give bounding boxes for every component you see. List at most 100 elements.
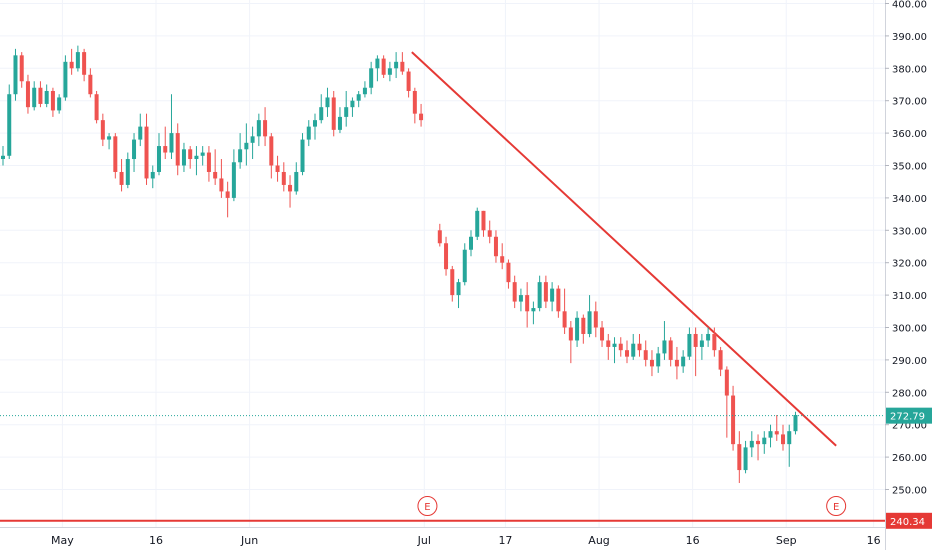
candle[interactable]	[294, 162, 299, 195]
candle[interactable]	[75, 45, 80, 72]
candle[interactable]	[337, 107, 342, 134]
candle[interactable]	[100, 113, 105, 147]
candle[interactable]	[1, 146, 5, 166]
candle[interactable]	[550, 282, 555, 312]
candle[interactable]	[13, 48, 18, 101]
candle[interactable]	[537, 275, 542, 312]
candle[interactable]	[768, 424, 773, 448]
candle[interactable]	[712, 327, 717, 357]
candle[interactable]	[188, 146, 193, 169]
candle[interactable]	[581, 314, 586, 344]
earnings-marker[interactable]: E	[417, 496, 438, 516]
candle[interactable]	[681, 350, 686, 373]
candle[interactable]	[600, 321, 605, 347]
candle[interactable]	[113, 133, 118, 179]
candle[interactable]	[319, 94, 324, 124]
candle[interactable]	[749, 431, 754, 458]
candle[interactable]	[88, 68, 93, 98]
candle[interactable]	[756, 434, 761, 461]
candle[interactable]	[618, 337, 623, 357]
candle[interactable]	[437, 223, 442, 247]
candle[interactable]	[387, 61, 392, 82]
candle[interactable]	[194, 146, 199, 176]
candle[interactable]	[269, 133, 274, 179]
candle[interactable]	[662, 321, 667, 360]
candle[interactable]	[631, 333, 636, 360]
candle[interactable]	[306, 120, 311, 147]
candle[interactable]	[512, 275, 517, 309]
candle[interactable]	[450, 265, 455, 302]
candle[interactable]	[175, 123, 180, 176]
candle[interactable]	[475, 207, 480, 241]
candle[interactable]	[331, 90, 336, 137]
candle[interactable]	[19, 52, 24, 88]
candle[interactable]	[313, 113, 317, 140]
candle[interactable]	[456, 278, 461, 309]
candle[interactable]	[718, 346, 723, 377]
candle[interactable]	[350, 97, 355, 117]
candle[interactable]	[643, 340, 648, 367]
candle[interactable]	[637, 333, 642, 357]
time-axis[interactable]: May16JunJul17Aug16Sep16Oct16Nov	[0, 527, 932, 550]
candle[interactable]	[300, 133, 305, 176]
candle[interactable]	[518, 288, 523, 312]
candle[interactable]	[50, 87, 55, 117]
candle[interactable]	[157, 133, 161, 176]
candle[interactable]	[57, 94, 62, 114]
candle[interactable]	[238, 133, 243, 169]
candle[interactable]	[687, 327, 692, 360]
candle[interactable]	[625, 340, 629, 364]
candle[interactable]	[63, 55, 68, 101]
candle[interactable]	[275, 155, 280, 182]
candle[interactable]	[531, 301, 536, 325]
candle[interactable]	[406, 68, 411, 98]
candle[interactable]	[481, 210, 486, 237]
candle[interactable]	[737, 431, 742, 484]
candle[interactable]	[375, 55, 380, 82]
candle[interactable]	[362, 81, 367, 98]
candle[interactable]	[225, 181, 230, 218]
candle[interactable]	[38, 81, 43, 108]
candle[interactable]	[169, 94, 174, 160]
candle[interactable]	[500, 243, 505, 270]
candle[interactable]	[587, 295, 592, 338]
candle[interactable]	[781, 424, 785, 451]
candle[interactable]	[206, 146, 211, 182]
candle[interactable]	[487, 220, 492, 244]
candle[interactable]	[213, 149, 218, 185]
candle[interactable]	[469, 230, 473, 257]
candle[interactable]	[150, 165, 155, 189]
candle[interactable]	[731, 385, 736, 451]
candle[interactable]	[344, 90, 349, 127]
candle[interactable]	[699, 333, 704, 360]
candle[interactable]	[119, 159, 124, 192]
candle[interactable]	[649, 350, 654, 377]
candle[interactable]	[400, 52, 405, 75]
candle[interactable]	[787, 424, 792, 467]
candle[interactable]	[219, 159, 224, 198]
candle[interactable]	[107, 133, 112, 150]
candle[interactable]	[743, 440, 748, 474]
candle[interactable]	[132, 133, 137, 172]
earnings-marker[interactable]: E	[826, 496, 847, 516]
candle[interactable]	[144, 113, 149, 185]
candle[interactable]	[200, 146, 205, 166]
candle[interactable]	[525, 282, 530, 328]
candle[interactable]	[244, 123, 249, 166]
candle[interactable]	[656, 346, 661, 373]
candle[interactable]	[612, 337, 617, 364]
candle[interactable]	[231, 149, 236, 202]
candle[interactable]	[606, 333, 611, 360]
candle[interactable]	[493, 230, 498, 263]
candle[interactable]	[693, 327, 698, 377]
candle[interactable]	[263, 107, 268, 147]
candle[interactable]	[506, 259, 511, 289]
candle[interactable]	[381, 55, 386, 79]
candle[interactable]	[724, 366, 729, 438]
candle[interactable]	[674, 346, 679, 380]
price-axis[interactable]: 250.00 260.00 270.00 280.00 290.00 300.00 310.…	[885, 0, 932, 550]
candle[interactable]	[774, 414, 779, 441]
candle[interactable]	[256, 113, 261, 147]
candle[interactable]	[125, 152, 130, 189]
